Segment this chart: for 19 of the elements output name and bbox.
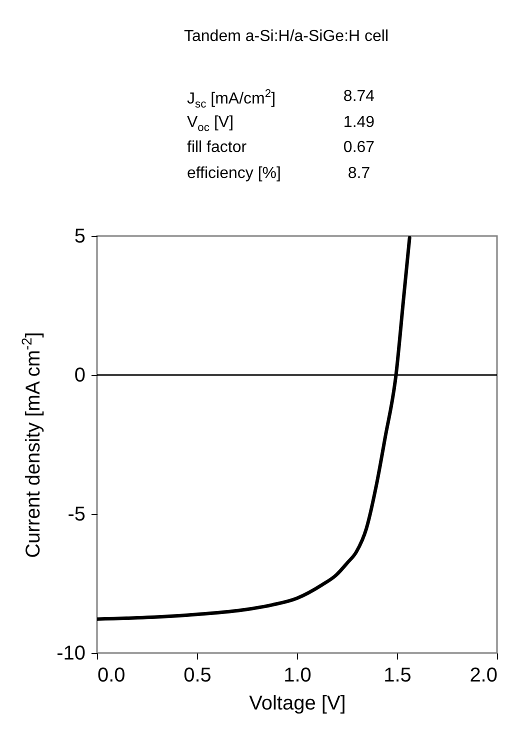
text: efficiency [%] [187,164,281,182]
y-tick-label: 5 [74,226,86,248]
text: V$_{oc}$ [V] [187,114,234,134]
x-tick-label: 0.0 [98,664,126,686]
y-tick-label: -10 [56,642,86,664]
x-tick-label: 1.5 [384,664,412,686]
text: J$_{sc}$ [mA/cm$^{2}$] [187,88,276,111]
text: fill factor [187,139,247,157]
y-tick-label: -5 [68,504,86,526]
x-tick-label: 2.0 [470,664,498,686]
x-tick-label: 1.0 [284,664,312,686]
y-tick-label: 0 [74,364,86,386]
chart-title: Tandem a-Si:H/a-SiGe:H cell [183,28,390,46]
text: 8.7 [346,164,372,182]
x-axis-title: Voltage [V] [249,692,346,714]
text: 0.67 [342,139,376,157]
x-tick-label: 0.5 [184,664,212,686]
text: 8.74 [342,88,376,106]
text: 1.49 [342,114,376,132]
